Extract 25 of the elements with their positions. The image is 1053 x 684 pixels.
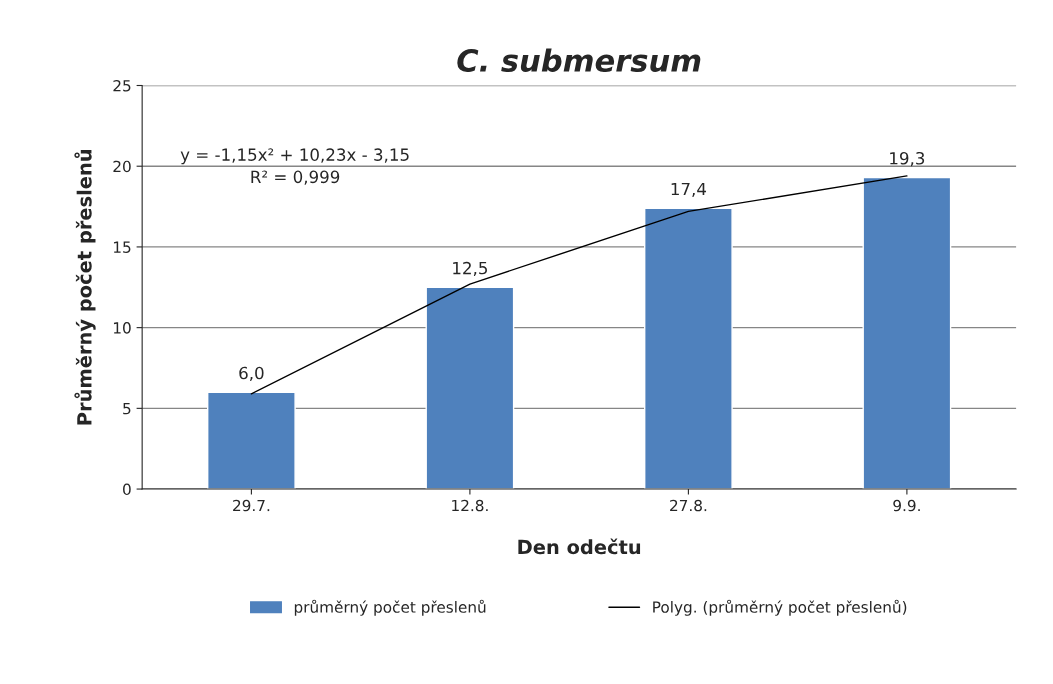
annotation: y = -1,15x² + 10,23x - 3,15: [180, 148, 409, 165]
data-label: 12,5: [453, 261, 487, 277]
bar: [862, 176, 952, 490]
legend-label: Polyg. (průměrný počet přeslenů): [653, 599, 907, 616]
x-tick-label: 9.9.: [893, 499, 920, 512]
x-axis-title: Den odečtu: [518, 538, 641, 555]
data-label: 19,3: [890, 151, 925, 167]
x-tick-label: 12.8.: [452, 499, 488, 512]
data-label: 6,0: [239, 366, 264, 381]
y-axis-title: Průměrný počet přeslenů: [74, 149, 96, 425]
y-tick-label: 20: [113, 160, 131, 173]
x-tick-label: 29.7.: [233, 499, 270, 512]
annotation: R² = 0,999: [251, 170, 340, 185]
y-tick-label: 25: [113, 79, 131, 92]
y-tick-label: 0: [123, 483, 131, 496]
y-tick-label: 15: [113, 241, 131, 253]
legend-label: průměrný počet přeslenů: [294, 599, 486, 616]
y-tick-label: 10: [113, 322, 131, 334]
y-tick-label: 5: [123, 403, 131, 415]
bar: [644, 207, 733, 490]
bar: [207, 391, 296, 490]
x-tick-label: 27.8.: [670, 499, 707, 512]
data-label: 17,4: [671, 182, 707, 197]
bar: [425, 286, 515, 490]
chart-title: C. submersum: [457, 48, 701, 73]
